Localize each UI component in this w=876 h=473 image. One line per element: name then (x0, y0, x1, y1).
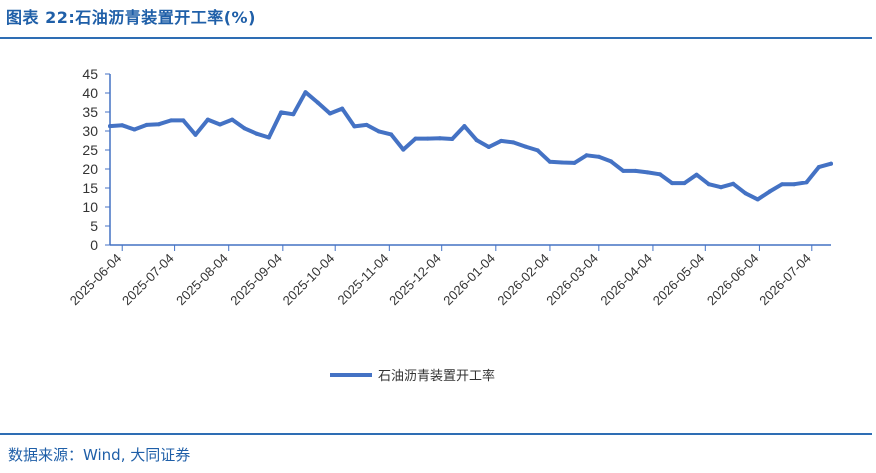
data-point (572, 160, 577, 165)
data-point (169, 118, 174, 123)
x-tick-label: 2025-12-04 (386, 251, 444, 309)
data-point (486, 145, 491, 149)
data-point (743, 191, 748, 196)
data-point (340, 106, 345, 111)
data-point (804, 180, 809, 185)
data-point (499, 138, 504, 143)
x-tick-label: 2026-07-04 (756, 251, 814, 309)
data-point (291, 112, 296, 117)
x-tick-label: 2026-03-04 (543, 251, 601, 309)
data-point (230, 117, 235, 122)
data-point (205, 117, 210, 122)
y-tick-label: 5 (90, 218, 98, 234)
data-point (218, 122, 222, 127)
data-point (584, 153, 589, 158)
series-line (108, 90, 833, 202)
x-tick-label: 2026-06-04 (704, 251, 762, 309)
data-point (120, 123, 125, 128)
data-point (303, 90, 308, 95)
data-point (181, 118, 186, 123)
data-point (389, 132, 394, 137)
data-point (266, 135, 271, 140)
data-point (657, 172, 662, 177)
y-tick-label: 25 (82, 142, 98, 158)
data-point (596, 154, 601, 159)
data-point (315, 100, 320, 105)
data-point (731, 181, 736, 186)
data-point (523, 144, 528, 149)
legend: 石油沥青装置开工率 (330, 368, 495, 384)
data-point (242, 126, 247, 131)
data-point (425, 136, 430, 141)
data-point (682, 181, 687, 186)
data-point (144, 122, 149, 127)
data-point (462, 124, 467, 129)
data-point (156, 122, 161, 127)
data-point (364, 122, 369, 127)
top-divider (0, 37, 872, 39)
source-note: 数据来源：Wind, 大同证券 (8, 446, 191, 464)
data-point (352, 124, 357, 129)
y-axis-ticks: 0 5 10 15 20 25 30 35 40 45 (82, 66, 110, 253)
data-point (670, 181, 675, 186)
data-point (413, 136, 418, 141)
series-points (108, 90, 833, 202)
data-point (193, 132, 198, 137)
x-tick-label: 2026-01-04 (440, 251, 498, 309)
x-tick-label: 2026-05-04 (650, 251, 708, 309)
y-tick-label: 20 (82, 161, 98, 177)
data-point (132, 127, 137, 132)
x-tick-label: 2025-07-04 (119, 251, 177, 309)
data-point (816, 165, 821, 170)
y-tick-label: 35 (82, 104, 98, 120)
data-point (474, 138, 479, 143)
chart-title: 图表 22:石油沥青装置开工率(%) (6, 8, 256, 27)
data-point (279, 110, 284, 115)
x-tick-label: 2025-09-04 (227, 251, 285, 309)
x-tick-label: 2026-02-04 (494, 251, 552, 309)
data-point (535, 148, 540, 153)
data-point (437, 136, 442, 141)
y-tick-label: 0 (90, 237, 98, 253)
data-point (511, 140, 516, 145)
data-point (645, 170, 650, 175)
data-point (254, 131, 259, 136)
x-axis-ticks: 2025-06-042025-07-042025-08-042025-09-04… (67, 245, 814, 308)
x-tick-label: 2025-11-04 (334, 251, 391, 308)
data-point (755, 197, 760, 202)
y-tick-label: 15 (82, 180, 98, 196)
y-tick-label: 40 (82, 85, 98, 101)
y-tick-label: 45 (82, 66, 98, 82)
data-point (609, 159, 613, 164)
data-point (694, 172, 699, 177)
data-point (706, 182, 711, 187)
data-point (401, 147, 406, 152)
bottom-divider (0, 433, 872, 435)
data-point (719, 185, 723, 190)
data-point (621, 168, 626, 173)
data-point (328, 111, 332, 116)
data-point (376, 129, 381, 134)
data-point (450, 137, 455, 141)
data-point (792, 182, 797, 187)
y-tick-label: 30 (82, 123, 98, 139)
data-point (547, 159, 552, 164)
data-point (829, 161, 833, 166)
chart-axes (109, 74, 831, 246)
data-point (560, 160, 565, 165)
x-tick-label: 2026-04-04 (597, 251, 655, 309)
x-tick-label: 2025-10-04 (280, 251, 338, 309)
data-point (108, 124, 112, 129)
x-tick-label: 2025-06-04 (67, 251, 125, 309)
y-tick-label: 10 (82, 199, 98, 215)
data-point (633, 168, 638, 173)
x-tick-label: 2025-08-04 (173, 251, 231, 309)
data-point (767, 189, 772, 194)
legend-label: 石油沥青装置开工率 (378, 368, 495, 384)
data-point (780, 182, 785, 187)
